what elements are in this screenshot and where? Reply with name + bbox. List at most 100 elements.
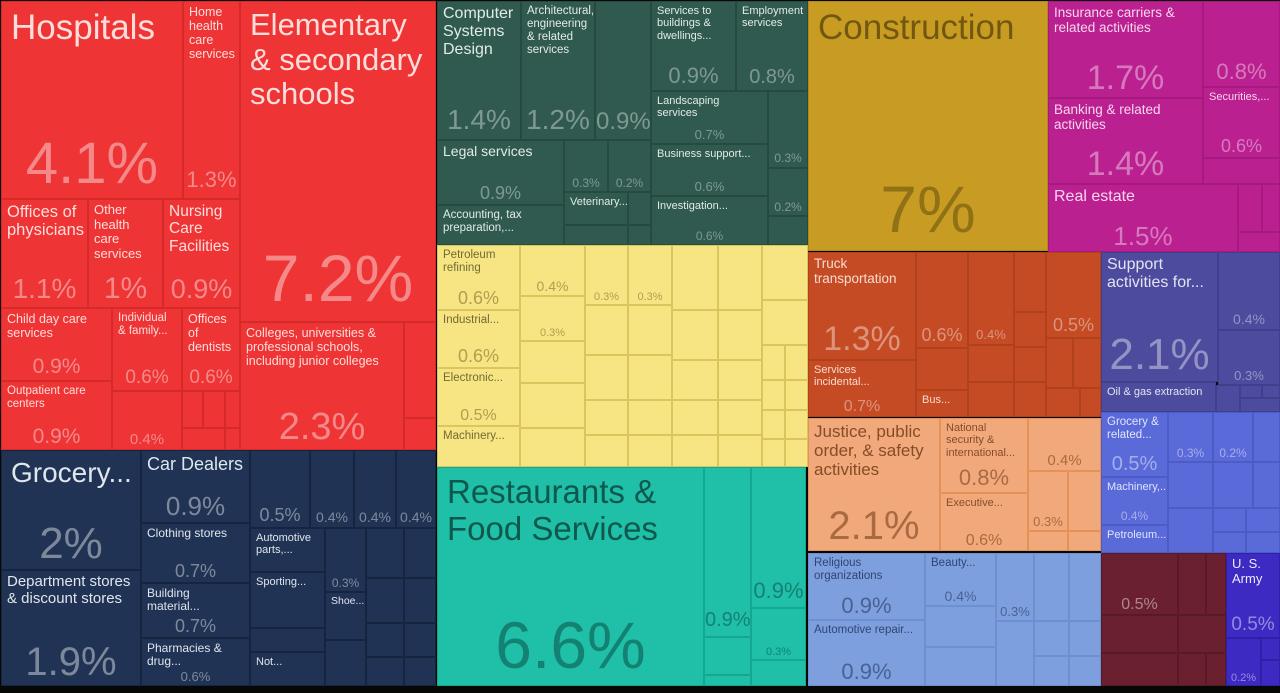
tile-unlabeled[interactable] xyxy=(585,400,628,435)
tile-petroleum-refining[interactable]: Petroleum refining 0.6% xyxy=(437,245,520,310)
tile-unlabeled[interactable] xyxy=(1178,653,1206,686)
tile-unlabeled[interactable] xyxy=(1262,184,1280,232)
tile-unlabeled[interactable]: 0.3% xyxy=(768,91,808,168)
tile-unlabeled[interactable] xyxy=(672,245,718,310)
tile-unlabeled[interactable] xyxy=(585,305,628,355)
tile-unlabeled[interactable] xyxy=(785,380,808,410)
tile-unlabeled[interactable] xyxy=(968,382,1014,417)
tile-unlabeled[interactable] xyxy=(404,528,436,578)
tile-hospitals[interactable]: Hospitals 4.1% xyxy=(1,1,183,199)
tile-unlabeled[interactable]: 0.2% xyxy=(608,140,651,192)
tile-accounting-tax-preparation[interactable]: Accounting, tax preparation,... xyxy=(437,205,564,245)
tile-unlabeled[interactable] xyxy=(916,348,968,390)
tile-unlabeled[interactable] xyxy=(672,400,718,435)
tile-unlabeled[interactable] xyxy=(1034,621,1069,656)
tile-executive[interactable]: Executive... 0.6% xyxy=(940,493,1028,551)
tile-industrial[interactable]: Industrial... 0.6% xyxy=(437,310,520,368)
tile-pharmacies-drug[interactable]: Pharmacies & drug... 0.6% xyxy=(141,638,250,686)
tile-unlabeled[interactable] xyxy=(225,391,240,428)
tile-unlabeled[interactable] xyxy=(404,657,436,686)
tile-unlabeled[interactable] xyxy=(1240,398,1280,412)
tile-unlabeled[interactable] xyxy=(1069,553,1101,621)
tile-unlabeled[interactable]: 0.4% xyxy=(112,391,182,450)
tile-services-to-buildings-dwellings[interactable]: Services to buildings & dwellings... 0.9% xyxy=(651,1,736,91)
tile-unlabeled[interactable] xyxy=(704,675,751,686)
tile-machinery[interactable]: Machinery,... 0.4% xyxy=(1101,477,1168,525)
tile-unlabeled[interactable] xyxy=(1238,184,1262,232)
tile-unlabeled[interactable] xyxy=(1216,385,1240,412)
tile-unlabeled[interactable] xyxy=(404,623,436,657)
tile-unlabeled[interactable] xyxy=(1073,338,1101,388)
tile-unlabeled[interactable] xyxy=(1240,385,1262,398)
tile-unlabeled[interactable] xyxy=(1253,412,1280,462)
tile-unlabeled[interactable] xyxy=(1069,656,1101,686)
tile-unlabeled[interactable] xyxy=(520,383,585,428)
tile-unlabeled[interactable]: 0.4% xyxy=(520,245,585,296)
tile-landscaping-services[interactable]: Landscaping services 0.7% xyxy=(651,91,768,144)
tile-beauty[interactable]: Beauty... 0.4% xyxy=(925,553,996,606)
tile-unlabeled[interactable] xyxy=(404,578,436,623)
tile-unlabeled[interactable] xyxy=(585,355,628,400)
tile-truck-transportation[interactable]: Truck transportation 1.3% xyxy=(808,252,916,360)
tile-restaurants-food-services[interactable]: Restaurants & Food Services 6.6% xyxy=(437,467,704,686)
tile-unlabeled[interactable]: 0.3% xyxy=(628,245,672,305)
tile-unlabeled[interactable] xyxy=(366,578,404,623)
tile-automotive-repair[interactable]: Automotive repair... 0.9% xyxy=(808,620,925,686)
tile-unlabeled[interactable] xyxy=(718,310,762,360)
tile-unlabeled[interactable] xyxy=(785,410,808,439)
tile-unlabeled[interactable] xyxy=(1168,462,1213,508)
tile-unlabeled[interactable]: 0.3% xyxy=(585,245,628,305)
tile-grocery[interactable]: Grocery... 2% xyxy=(1,450,141,570)
tile-unlabeled[interactable] xyxy=(672,360,718,400)
tile-unlabeled[interactable] xyxy=(1014,347,1046,382)
tile-unlabeled[interactable]: 0.5% xyxy=(250,450,310,528)
tile-unlabeled[interactable] xyxy=(225,428,240,450)
tile-unlabeled[interactable] xyxy=(1203,158,1280,184)
tile-legal-services[interactable]: Legal services 0.9% xyxy=(437,140,564,205)
tile-unlabeled[interactable]: 0.4% xyxy=(310,450,354,528)
tile-unlabeled[interactable] xyxy=(1213,462,1253,508)
tile-unlabeled[interactable] xyxy=(564,225,628,245)
tile-sporting[interactable]: Sporting... xyxy=(250,572,325,628)
tile-shoe[interactable]: Shoe... xyxy=(325,592,366,640)
tile-petroleum[interactable]: Petroleum... xyxy=(1101,525,1168,553)
tile-unlabeled[interactable]: 0.6% xyxy=(916,252,968,348)
tile-unlabeled[interactable]: 0.4% xyxy=(354,450,396,528)
tile-veterinary[interactable]: Veterinary... xyxy=(564,192,628,225)
tile-unlabeled[interactable]: 0.4% xyxy=(396,450,436,528)
tile-unlabeled[interactable] xyxy=(718,400,762,435)
tile-machinery[interactable]: Machinery... xyxy=(437,426,520,467)
tile-building-material[interactable]: Building material... 0.7% xyxy=(141,583,250,638)
tile-unlabeled[interactable] xyxy=(1046,338,1073,388)
tile-real-estate[interactable]: Real estate 1.5% xyxy=(1048,184,1238,252)
tile-bus[interactable]: Bus... xyxy=(916,390,968,417)
tile-unlabeled[interactable]: 0.2% xyxy=(1213,412,1253,462)
tile-individual-family[interactable]: Individual & family... 0.6% xyxy=(112,308,182,391)
tile-investigation[interactable]: Investigation... 0.6% xyxy=(651,196,768,245)
tile-unlabeled[interactable] xyxy=(785,439,808,467)
tile-unlabeled[interactable] xyxy=(1246,508,1280,532)
tile-clothing-stores[interactable]: Clothing stores 0.7% xyxy=(141,523,250,583)
tile-unlabeled[interactable]: 0.3% xyxy=(1168,412,1213,462)
tile-unlabeled[interactable] xyxy=(404,418,436,450)
tile-unlabeled[interactable] xyxy=(1028,531,1068,551)
tile-unlabeled[interactable]: 0.4% xyxy=(968,252,1014,345)
tile-unlabeled[interactable] xyxy=(182,391,203,428)
tile-unlabeled[interactable] xyxy=(1206,553,1226,615)
tile-unlabeled[interactable] xyxy=(203,391,225,428)
tile-grocery-related[interactable]: Grocery & related... 0.5% xyxy=(1101,412,1168,477)
tile-architectural-engineering-related-services[interactable]: Architectural, engineering & related ser… xyxy=(521,1,595,140)
tile-unlabeled[interactable] xyxy=(325,640,366,686)
tile-unlabeled[interactable]: 0.2% xyxy=(1226,638,1261,686)
tile-unlabeled[interactable] xyxy=(1034,553,1069,621)
tile-elementary-secondary-schools[interactable]: Elementary & secondary schools 7.2% xyxy=(240,1,436,322)
tile-unlabeled[interactable] xyxy=(968,345,1014,382)
tile-unlabeled[interactable]: 0.3% xyxy=(1028,471,1068,531)
tile-unlabeled[interactable] xyxy=(718,360,762,400)
tile-unlabeled[interactable] xyxy=(762,345,785,380)
tile-justice-public-order-safety-activities[interactable]: Justice, public order, & safety activiti… xyxy=(808,418,940,551)
tile-offices-of-dentists[interactable]: Offices of dentists 0.6% xyxy=(182,308,240,391)
tile-unlabeled[interactable] xyxy=(1069,621,1101,656)
tile-unlabeled[interactable] xyxy=(1068,471,1101,531)
tile-unlabeled[interactable]: 0.9% xyxy=(751,467,806,608)
